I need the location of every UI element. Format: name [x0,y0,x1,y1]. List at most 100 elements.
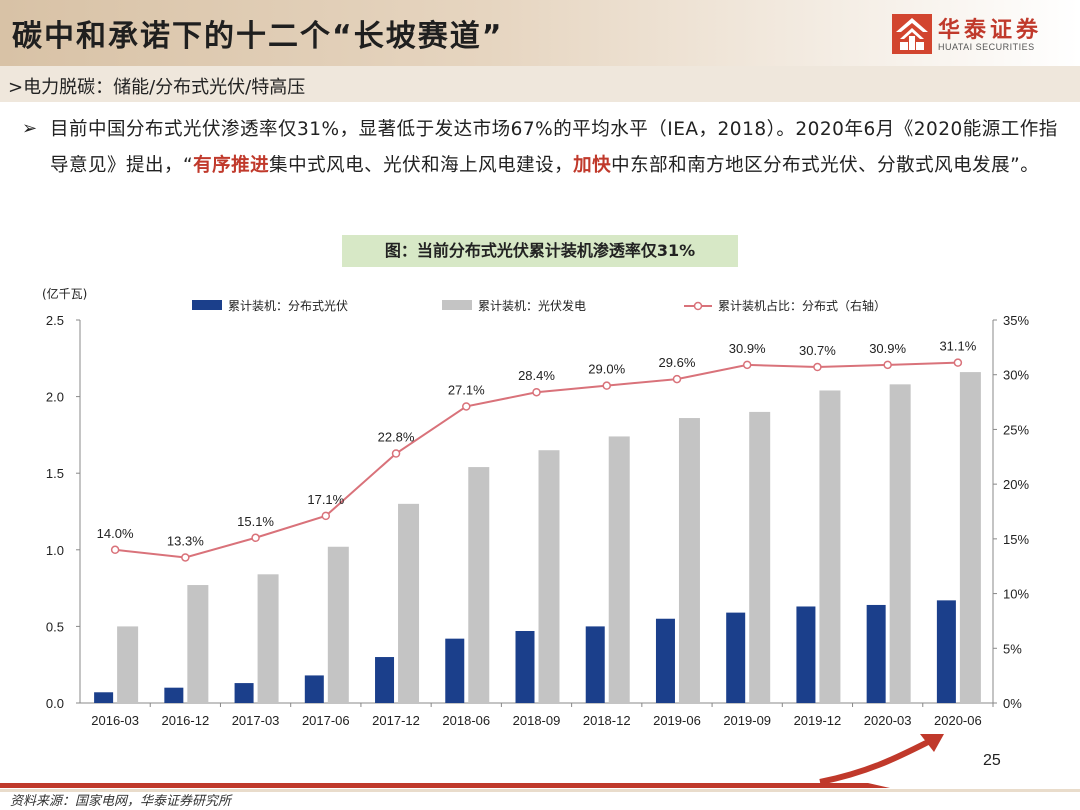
bar-distributed-pv [585,626,605,703]
bar-total-pv [117,626,139,703]
x-tick-label: 2020-03 [864,713,912,728]
legend-swatch-ratio-marker [693,301,703,311]
y-tick-label: 1.0 [46,543,64,558]
bullet-text-1: 目前中国分布式光伏渗透率仅31%，显著低于发达市场67%的平均水平（IEA，20… [50,119,1058,176]
ratio-point [672,374,682,384]
ratio-point [953,358,963,367]
bar-distributed-pv [866,604,886,703]
huatai-logo-icon [892,14,932,54]
y2-tick-label: 20% [1003,477,1029,492]
legend-swatch-distributed [192,300,222,310]
y2-tick-label: 35% [1003,313,1029,328]
ratio-point [883,360,892,370]
ratio-data-label: 30.7% [799,343,836,358]
bar-distributed-pv [936,600,956,703]
bar-distributed-pv [515,630,535,703]
section-bar: >电力脱碳：储能/分布式光伏/特高压 [0,66,1080,102]
x-tick-label: 2019-06 [653,713,701,728]
ratio-point [742,360,752,370]
bar-distributed-pv [304,675,324,703]
bar-total-pv [678,418,700,703]
ratio-data-label: 13.3% [167,533,204,548]
ratio-data-label: 22.8% [378,430,415,445]
y-tick-label: 0.0 [46,696,64,711]
x-tick-label: 2018-12 [583,713,631,728]
ratio-point [532,387,541,397]
chart-caption-text: 图：当前分布式光伏累计装机渗透率仅31% [384,241,696,260]
ratio-data-label: 15.1% [237,514,274,529]
legend-label-total: 累计装机：光伏发电 [478,298,586,313]
ratio-data-label: 29.0% [588,362,625,377]
bullet-text-3: 中东部和南方地区分布式光伏、分散式风电发展”。 [611,155,1040,176]
brand-logo: 华泰证券 HUATAI SECURITIES [892,12,1052,58]
x-tick-label: 2016-12 [161,713,209,728]
bar-distributed-pv [94,692,114,703]
x-tick-label: 2019-09 [723,713,771,728]
y-tick-label: 1.5 [46,466,64,481]
bar-total-pv [327,546,349,703]
page-title: 碳中和承诺下的十二个“长坡赛道” [12,19,504,54]
ratio-point [813,362,822,372]
ratio-data-label: 30.9% [869,341,906,356]
bar-distributed-pv [726,612,746,703]
logo-subtitle: HUATAI SECURITIES [938,42,1035,52]
bar-total-pv [959,372,981,703]
page-number: 25 [983,752,1001,769]
ratio-data-label: 17.1% [307,492,344,507]
x-tick-label: 2017-03 [232,713,280,728]
bullet-paragraph: 目前中国分布式光伏渗透率仅31%，显著低于发达市场67%的平均水平（IEA，20… [50,112,1060,184]
source-note: 资料来源：国家电网，华泰证券研究所 [10,794,232,809]
y2-tick-label: 15% [1003,532,1029,547]
ratio-data-label: 30.9% [729,341,766,356]
x-tick-label: 2018-06 [442,713,490,728]
section-subtitle: >电力脱碳：储能/分布式光伏/特高压 [8,77,306,98]
x-tick-label: 2020-06 [934,713,982,728]
bullet-emphasis-2: 加快 [573,155,612,176]
y2-tick-label: 25% [1003,422,1029,437]
ratio-data-label: 14.0% [97,526,134,541]
y2-tick-label: 5% [1003,641,1022,656]
legend-swatch-total [442,300,472,310]
ratio-point [321,511,331,521]
bar-total-pv [538,450,560,703]
y2-tick-label: 0% [1003,696,1022,711]
bar-total-pv [257,574,279,703]
y2-tick-label: 30% [1003,368,1029,383]
bar-distributed-pv [375,657,395,703]
ratio-data-label: 27.1% [448,382,485,397]
ratio-data-label: 28.4% [518,368,555,383]
y-tick-label: 2.0 [46,390,64,405]
bar-total-pv [468,467,490,703]
bar-total-pv [187,585,209,703]
ratio-data-label: 31.1% [939,339,976,354]
ratio-point [181,553,190,562]
ratio-point [462,402,471,411]
bullet-text-2: 集中式风电、光伏和海上风电建设， [269,155,574,176]
ratio-point [251,533,260,543]
title-bar: 碳中和承诺下的十二个“长坡赛道” 华泰证券 HUATAI SECURITIES [0,0,1080,66]
bullet-arrow-icon: ➢ [22,118,38,139]
bar-total-pv [608,436,630,703]
x-tick-label: 2019-12 [794,713,842,728]
bar-total-pv [398,503,420,703]
y-tick-label: 0.5 [46,619,64,634]
x-tick-label: 2017-12 [372,713,420,728]
ratio-point [602,381,611,390]
legend-label-ratio: 累计装机占比：分布式（右轴） [718,298,886,313]
ratio-data-label: 29.6% [659,355,696,370]
y-tick-label: 2.5 [46,313,64,328]
x-tick-label: 2017-06 [302,713,350,728]
bar-total-pv [889,384,911,703]
ratio-point [110,545,120,555]
bar-total-pv [819,390,841,703]
y-axis-title: (亿千瓦) [42,286,87,301]
bar-total-pv [749,411,771,703]
installed-capacity-chart: 0.0 0.5 1.0 1.5 2.0 2.5 0% 5% 10% 15% 20% 25% 30% 35%… [42,286,1029,728]
ratio-point [391,449,401,458]
bar-distributed-pv [164,687,184,703]
bar-distributed-pv [445,638,465,703]
bullet-emphasis-1: 有序推进 [193,155,270,176]
logo-name: 华泰证券 [938,18,1043,43]
x-tick-label: 2016-03 [91,713,139,728]
bar-distributed-pv [655,618,675,703]
